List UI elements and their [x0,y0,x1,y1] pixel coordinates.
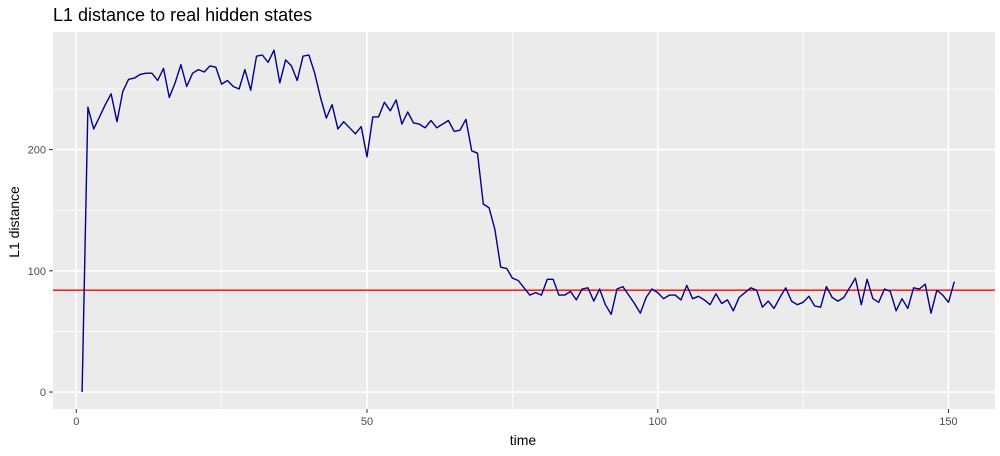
plot-panel [53,32,995,409]
x-tick-label: 0 [73,416,79,428]
y-tick-label: 200 [28,145,46,157]
chart-title: L1 distance to real hidden states [53,5,312,25]
x-tick-label: 100 [649,416,667,428]
y-axis-label: L1 distance [6,186,22,258]
y-tick-label: 0 [40,387,46,399]
series-layer [81,49,955,393]
x-tick-label: 150 [939,416,957,428]
x-axis-label: time [510,432,537,448]
x-tick-label: 50 [361,416,373,428]
y-tick-label: 100 [28,266,46,278]
grid-lines [53,32,995,409]
series-line [81,49,955,393]
axes: 0 50 100 150 0 100 200 [28,145,958,428]
panel-background [53,32,995,409]
